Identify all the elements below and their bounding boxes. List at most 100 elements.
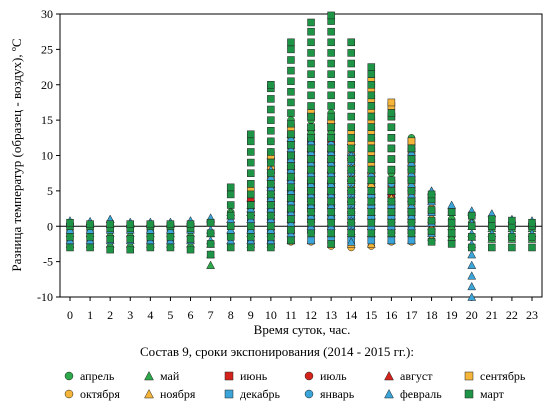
data-point <box>528 243 536 252</box>
data-point <box>247 243 255 252</box>
data-point <box>287 45 295 54</box>
data-point <box>447 208 456 216</box>
data-point <box>427 216 436 225</box>
data-point <box>247 211 255 220</box>
legend-item: июнь <box>222 369 302 384</box>
legend-item: апрель <box>62 369 142 384</box>
legend: апрель май июнь июль август сентябрь октября но… <box>62 367 542 403</box>
data-point <box>488 215 496 223</box>
data-point <box>467 233 476 241</box>
data-point <box>347 123 355 131</box>
data-point <box>287 141 295 149</box>
data-point <box>407 197 416 206</box>
data-point <box>427 227 436 235</box>
data-point <box>387 123 396 131</box>
data-point <box>367 236 376 245</box>
x-tick-label: 6 <box>188 308 194 322</box>
data-point <box>447 200 457 209</box>
data-point <box>307 208 315 216</box>
legend-item: октября <box>62 387 142 402</box>
data-point <box>347 59 355 68</box>
data-point <box>407 137 416 146</box>
data-point <box>247 130 255 139</box>
data-point <box>106 245 114 254</box>
data-point <box>407 165 416 174</box>
data-point <box>247 169 255 177</box>
data-point <box>287 38 295 47</box>
x-tick-label: 13 <box>325 308 337 322</box>
data-point <box>508 233 516 241</box>
data-point <box>267 137 275 146</box>
y-tick-label: 15 <box>41 113 53 127</box>
data-point <box>186 220 195 228</box>
legend-item: май <box>142 369 222 384</box>
data-point <box>287 56 295 64</box>
data-point <box>347 38 355 47</box>
data-point <box>146 243 155 252</box>
legend-item: июль <box>302 369 382 384</box>
legend-marker-shape <box>224 389 234 399</box>
data-point <box>387 98 396 107</box>
data-point <box>447 229 456 238</box>
data-point <box>287 130 295 139</box>
data-point <box>467 211 476 220</box>
data-point <box>287 88 295 96</box>
legend-row: октября ноября декабрь январь февраль март <box>62 385 542 403</box>
x-tick-label: 3 <box>127 308 133 322</box>
data-point <box>387 134 396 142</box>
data-point <box>407 155 416 163</box>
data-point <box>226 190 235 199</box>
data-point <box>267 190 275 199</box>
data-point <box>367 81 376 89</box>
data-point <box>307 49 315 57</box>
data-point <box>327 134 335 142</box>
x-tick-label: 21 <box>486 308 498 322</box>
x-tick-label: 0 <box>67 308 73 322</box>
data-point <box>226 201 235 209</box>
legend-marker <box>224 389 234 399</box>
legend-marker <box>304 371 314 381</box>
legend-marker-shape <box>64 371 74 381</box>
legend-item: январь <box>302 387 382 402</box>
legend-label: май <box>160 368 180 383</box>
data-point <box>307 18 315 27</box>
data-point <box>528 233 536 241</box>
data-point <box>387 218 396 227</box>
data-point <box>387 208 396 216</box>
data-point <box>367 63 376 71</box>
data-point <box>267 243 275 252</box>
legend-marker <box>224 371 234 381</box>
data-point <box>287 162 295 170</box>
legend-marker <box>304 389 314 399</box>
data-point <box>347 187 355 195</box>
data-point <box>307 134 315 142</box>
data-point <box>327 81 335 89</box>
data-point <box>467 250 477 259</box>
data-point <box>327 123 335 131</box>
data-point <box>367 134 376 142</box>
data-point <box>347 144 355 153</box>
data-point <box>247 137 255 146</box>
data-point <box>347 208 355 216</box>
data-point <box>367 112 376 121</box>
data-point <box>347 91 355 100</box>
data-point <box>528 218 536 227</box>
legend-label: август <box>400 368 433 383</box>
legend-marker-shape <box>144 370 154 381</box>
legend-marker-shape <box>384 388 394 399</box>
data-point <box>427 238 436 246</box>
data-point <box>267 158 275 167</box>
data-point <box>206 260 216 269</box>
data-point <box>467 271 477 280</box>
data-point <box>307 112 315 121</box>
data-point <box>327 102 335 110</box>
data-point <box>287 98 295 107</box>
x-tick-label: 5 <box>167 308 173 322</box>
data-point <box>407 208 416 216</box>
data-point <box>307 81 315 89</box>
data-point <box>126 245 135 254</box>
x-tick-label: 10 <box>265 308 277 322</box>
data-point <box>447 218 456 227</box>
data-point <box>307 197 315 206</box>
x-axis-label: Время суток, час. <box>254 322 351 337</box>
